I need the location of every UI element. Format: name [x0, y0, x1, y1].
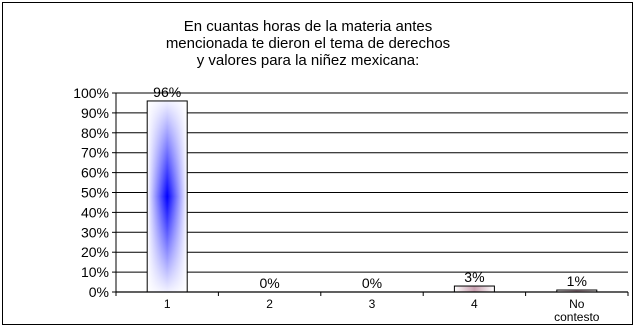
- data-labels: 96% 0% 0% 3% 1%: [153, 84, 587, 291]
- gridlines: [116, 92, 628, 273]
- y-tick-label: 100%: [73, 85, 109, 101]
- chart-title: En cuantas horas de la materia antesmenc…: [166, 18, 450, 69]
- x-category-label: 4: [471, 297, 478, 311]
- x-category-label: No: [569, 297, 585, 311]
- x-category-label: contesto: [554, 310, 600, 324]
- y-tick-label: 40%: [81, 204, 109, 220]
- x-category-label: 1: [164, 297, 171, 311]
- x-category-label: 3: [369, 297, 376, 311]
- y-tick-label: 30%: [81, 224, 109, 240]
- y-tick-label: 50%: [81, 185, 109, 201]
- x-category-label: 2: [266, 297, 273, 311]
- data-label: 3%: [464, 269, 484, 285]
- y-tick-label: 60%: [81, 165, 109, 181]
- y-tick-label: 90%: [81, 105, 109, 121]
- y-tick-label: 0%: [89, 284, 109, 300]
- bar-chart: En cuantas horas de la materia antesmenc…: [73, 18, 629, 324]
- y-tick-label: 10%: [81, 264, 109, 280]
- chart-title-line: mencionada te dieron el tema de derechos: [166, 35, 450, 52]
- y-axis-ticks: 0% 10% 20% 30% 40% 50% 60% 70% 80% 90% 100%: [73, 85, 116, 300]
- y-tick-label: 80%: [81, 125, 109, 141]
- chart-title-line: En cuantas horas de la materia antes: [184, 18, 432, 35]
- data-label: 1%: [567, 273, 587, 289]
- y-tick-label: 70%: [81, 145, 109, 161]
- chart-title-line: y valores para la niñez mexicana:: [197, 52, 420, 69]
- data-label: 0%: [259, 275, 279, 291]
- y-tick-label: 20%: [81, 244, 109, 260]
- axes: [115, 93, 629, 296]
- data-label: 96%: [153, 84, 181, 100]
- bars: [146, 100, 598, 293]
- bar-overlay: [146, 100, 188, 293]
- bar: [453, 285, 495, 293]
- chart-frame: En cuantas horas de la materia antes menc…: [2, 2, 633, 325]
- data-label: 0%: [362, 275, 382, 291]
